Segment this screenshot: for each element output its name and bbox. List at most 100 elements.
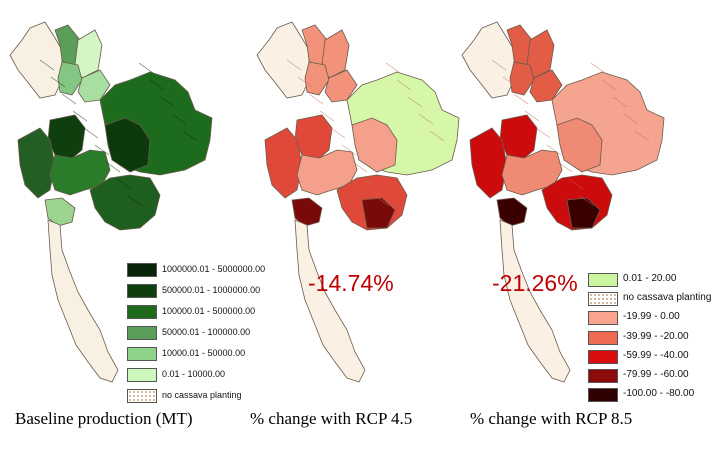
legend-label: -39.99 - -20.00 bbox=[623, 330, 689, 342]
legend-label: -79.99 - -60.00 bbox=[623, 368, 689, 380]
province-border bbox=[171, 113, 187, 125]
province-border bbox=[72, 110, 88, 122]
legend-label: no cassava planting bbox=[623, 292, 712, 304]
province-region bbox=[47, 219, 119, 383]
province-region bbox=[17, 127, 56, 199]
province-region bbox=[351, 117, 398, 173]
province-region bbox=[294, 114, 333, 161]
province-border bbox=[374, 195, 390, 207]
map-baseline bbox=[9, 21, 213, 383]
province-border bbox=[524, 110, 540, 122]
province-border bbox=[568, 178, 584, 190]
legend-swatch bbox=[127, 305, 157, 319]
legend-label: 1000000.01 - 5000000.00 bbox=[162, 264, 266, 274]
province-border bbox=[50, 76, 66, 88]
province-border bbox=[634, 130, 650, 142]
province-border bbox=[429, 130, 445, 142]
province-border bbox=[297, 76, 313, 88]
province-region bbox=[556, 117, 603, 173]
province-border bbox=[546, 144, 562, 156]
total-change-rcp45: -14.74% bbox=[308, 270, 394, 296]
legend-swatch bbox=[588, 388, 618, 403]
province-border bbox=[418, 113, 434, 125]
province-border bbox=[39, 59, 55, 71]
province-border bbox=[105, 161, 121, 173]
province-region bbox=[294, 219, 366, 383]
province-border bbox=[513, 93, 529, 105]
legend-label: 0.01 - 10000.00 bbox=[162, 369, 226, 379]
province-border bbox=[363, 178, 379, 190]
province-border bbox=[601, 79, 617, 91]
caption-baseline: Baseline production (MT) bbox=[15, 409, 193, 428]
legend-swatch bbox=[588, 273, 618, 287]
legend-label: 500000.01 - 1000000.00 bbox=[162, 285, 261, 295]
caption-rcp85: % change with RCP 8.5 bbox=[470, 409, 633, 428]
legend-label: -59.99 - -40.00 bbox=[623, 349, 689, 361]
map-rcp45 bbox=[256, 21, 460, 383]
province-border bbox=[407, 96, 423, 108]
province-border bbox=[160, 96, 176, 108]
province-border bbox=[491, 59, 507, 71]
province-border bbox=[612, 96, 628, 108]
province-region bbox=[509, 61, 535, 96]
province-border bbox=[127, 195, 143, 207]
province-border bbox=[286, 59, 302, 71]
province-region bbox=[499, 219, 571, 383]
province-border bbox=[308, 93, 324, 105]
caption-rcp45: % change with RCP 4.5 bbox=[250, 409, 413, 428]
province-region bbox=[256, 21, 310, 99]
province-border bbox=[341, 144, 357, 156]
province-region bbox=[9, 21, 63, 99]
province-border bbox=[116, 178, 132, 190]
province-border bbox=[330, 127, 346, 139]
legend-label: 0.01 - 20.00 bbox=[623, 273, 677, 284]
legend-label: no cassava planting bbox=[162, 390, 242, 400]
legend-swatch bbox=[588, 368, 618, 383]
province-region bbox=[264, 127, 303, 199]
legend-label: -19.99 - 0.00 bbox=[623, 311, 680, 323]
province-border bbox=[535, 127, 551, 139]
province-region bbox=[304, 61, 330, 96]
province-region bbox=[291, 197, 323, 227]
province-border bbox=[83, 127, 99, 139]
legend-swatch bbox=[127, 389, 157, 403]
legend-swatch bbox=[588, 330, 618, 345]
legend-swatch bbox=[127, 326, 157, 340]
legend-swatch bbox=[588, 349, 618, 364]
legend-label: 10000.01 - 50000.00 bbox=[162, 348, 246, 358]
province-region bbox=[496, 197, 528, 227]
province-border bbox=[61, 93, 77, 105]
legend-label: 100000.01 - 500000.00 bbox=[162, 306, 256, 316]
legend-swatch bbox=[127, 284, 157, 298]
legend-label: 50000.01 - 100000.00 bbox=[162, 327, 251, 337]
legend-label: -100.00 - -80.00 bbox=[623, 388, 695, 400]
province-region bbox=[469, 127, 508, 199]
total-change-rcp85: -21.26% bbox=[492, 270, 578, 296]
province-border bbox=[502, 76, 518, 88]
province-border bbox=[396, 79, 412, 91]
province-region bbox=[104, 117, 151, 173]
province-border bbox=[138, 62, 154, 74]
province-border bbox=[319, 110, 335, 122]
legend-swatch bbox=[127, 347, 157, 361]
province-border bbox=[590, 62, 606, 74]
province-border bbox=[579, 195, 595, 207]
province-region bbox=[44, 197, 76, 227]
province-region bbox=[461, 21, 515, 99]
province-border bbox=[94, 144, 110, 156]
province-region bbox=[57, 61, 83, 96]
province-border bbox=[623, 113, 639, 125]
province-border bbox=[557, 161, 573, 173]
maps-canvas bbox=[9, 21, 665, 383]
map-rcp85 bbox=[461, 21, 665, 383]
province-border bbox=[182, 130, 198, 142]
legend-swatch bbox=[127, 263, 157, 277]
province-border bbox=[149, 79, 165, 91]
province-border bbox=[352, 161, 368, 173]
province-region bbox=[499, 114, 538, 161]
legend-swatch bbox=[588, 311, 618, 326]
legend-swatch bbox=[588, 292, 618, 307]
province-region bbox=[47, 114, 86, 161]
province-border bbox=[385, 62, 401, 74]
legend-swatch bbox=[127, 368, 157, 382]
